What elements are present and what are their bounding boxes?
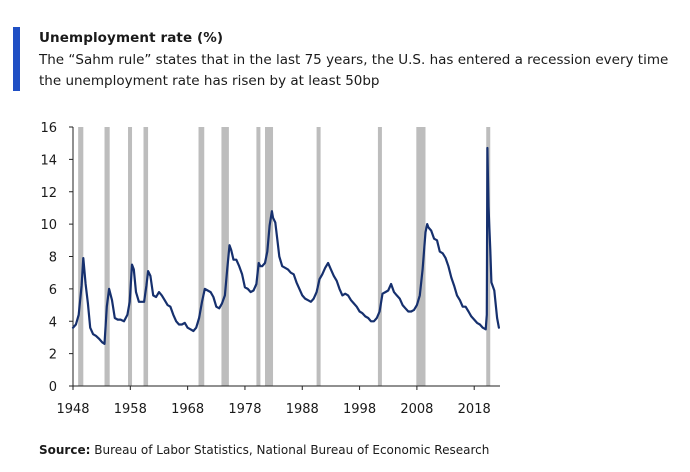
recession-band-3: [143, 127, 149, 386]
recession-band-5: [221, 127, 229, 386]
recession-band-10: [416, 127, 426, 386]
x-tick-label: 1968: [171, 402, 204, 417]
recession-band-7: [265, 127, 274, 386]
recession-band-6: [256, 127, 261, 386]
recession-band-8: [316, 127, 321, 386]
series-line-unemployment-rate: [71, 146, 500, 345]
y-tick-label: 10: [40, 218, 57, 233]
axes: [69, 126, 500, 390]
recession-band-11: [486, 127, 491, 386]
recession-bands: [78, 127, 491, 386]
y-tick-label: 14: [40, 153, 57, 168]
source-label: Source:: [39, 443, 91, 457]
x-tick-label: 1978: [228, 402, 261, 417]
tick-labels: 0 2 4 6 8 10 12 14 16 1948 1958 1968 1978 1988 1998 200…: [40, 121, 490, 417]
accent-bar: [13, 27, 20, 91]
y-tick-label: 4: [49, 315, 57, 330]
recession-band-2: [128, 127, 133, 386]
x-tick-label: 1988: [286, 402, 319, 417]
y-tick-label: 16: [40, 121, 57, 136]
x-tick-label: 1958: [114, 402, 147, 417]
chart-subtitle: The “Sahm rule” states that in the last …: [39, 52, 669, 89]
y-tick-label: 8: [49, 251, 57, 266]
x-tick-label: 2018: [458, 402, 491, 417]
y-tick-label: 0: [49, 380, 57, 395]
chart-title: Unemployment rate (%): [39, 30, 224, 46]
y-tick-label: 2: [49, 348, 57, 363]
y-tick-label: 12: [40, 186, 57, 201]
x-tick-label: 1998: [343, 402, 376, 417]
recession-band-0: [78, 127, 84, 386]
x-tick-label: 1948: [56, 402, 89, 417]
source-text: Bureau of Labor Statistics, National Bur…: [94, 443, 490, 457]
recession-band-9: [377, 127, 382, 386]
source-note: Source: Bureau of Labor Statistics, Nati…: [39, 443, 489, 457]
recession-band-4: [198, 127, 205, 386]
y-tick-label: 6: [49, 283, 57, 298]
series-layer: [71, 146, 500, 345]
x-tick-label: 2008: [400, 402, 433, 417]
recession-band-1: [104, 127, 110, 386]
